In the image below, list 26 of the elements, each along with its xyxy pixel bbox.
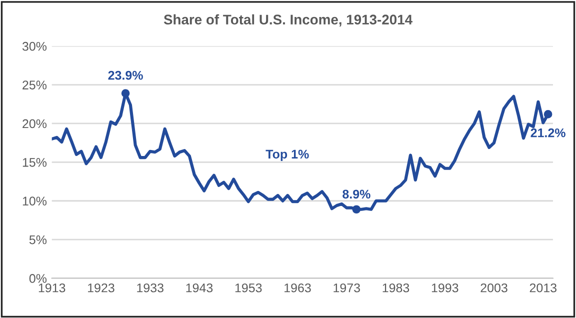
x-tick-label: 1973 <box>334 283 360 292</box>
y-tick-label: 30% <box>22 42 47 51</box>
x-tick-label: 1923 <box>88 283 114 292</box>
x-tick-label: 1913 <box>38 283 66 292</box>
x-tick-label: 2013 <box>530 283 556 292</box>
y-tick-label: 10% <box>22 196 47 206</box>
annotation: 21.2% <box>530 128 566 138</box>
annotation: 8.9% <box>342 190 370 199</box>
point <box>544 110 552 118</box>
y-tick-label: 25% <box>22 80 47 90</box>
annotation: 23.9% <box>108 70 143 80</box>
x-tick-label: 1963 <box>284 283 311 292</box>
x-tick-label: 2003 <box>480 283 508 292</box>
y-tick-label: 20% <box>22 119 47 128</box>
point <box>121 89 130 98</box>
point <box>352 205 361 214</box>
y-tick-label: 15% <box>22 158 47 167</box>
x-tick-label: 1993 <box>432 283 458 292</box>
chart-title: Share of Total U.S. Income, 1913-2014 <box>164 14 412 27</box>
x-tick-label: 1983 <box>382 283 410 292</box>
x-tick-label: 1933 <box>137 283 164 292</box>
x-tick-label: 1953 <box>235 283 262 292</box>
y-tick-label: 0% <box>29 274 47 283</box>
x-tick-label: 1943 <box>186 283 213 292</box>
annotation: Top 1% <box>266 150 309 162</box>
y-tick-label: 5% <box>29 235 47 244</box>
